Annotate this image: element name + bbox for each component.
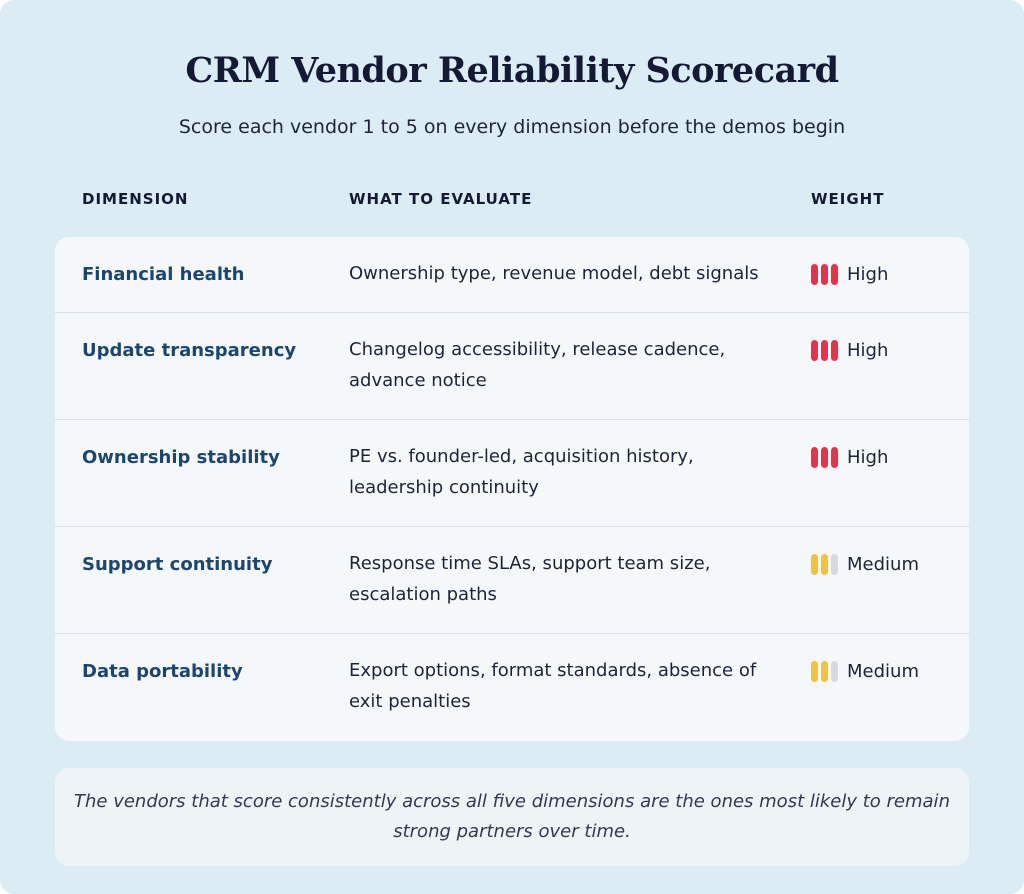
weight-indicator: High bbox=[811, 264, 888, 285]
dimension-name: Data portability bbox=[82, 661, 243, 682]
weight-indicator: High bbox=[811, 447, 888, 468]
evaluate-text: Response time SLAs, support team size, e… bbox=[349, 553, 711, 605]
weight-bar-filled bbox=[821, 554, 828, 575]
weight-bar-filled bbox=[831, 447, 838, 468]
evaluate-text: Changelog accessibility, release cadence… bbox=[349, 339, 726, 391]
weight-bar-filled bbox=[811, 661, 818, 682]
weight-bar-filled bbox=[811, 554, 818, 575]
weight-bar-filled bbox=[811, 340, 818, 361]
table-row: Update transparency Changelog accessibil… bbox=[55, 313, 969, 420]
weight-indicator: Medium bbox=[811, 554, 919, 575]
weight-bars-icon bbox=[811, 340, 838, 361]
evaluate-text: PE vs. founder-led, acquisition history,… bbox=[349, 446, 694, 498]
column-header-weight: WEIGHT bbox=[811, 190, 885, 208]
page-title: CRM Vendor Reliability Scorecard bbox=[185, 50, 839, 91]
weight-bar-filled bbox=[821, 661, 828, 682]
dimension-name: Support continuity bbox=[82, 554, 273, 575]
table-row: Financial health Ownership type, revenue… bbox=[55, 237, 969, 313]
table-row: Ownership stability PE vs. founder-led, … bbox=[55, 420, 969, 527]
weight-bar-filled bbox=[831, 264, 838, 285]
weight-bars-icon bbox=[811, 264, 838, 285]
footer-note: The vendors that score consistently acro… bbox=[55, 768, 969, 866]
column-header-dimension: DIMENSION bbox=[82, 190, 189, 208]
weight-label: Medium bbox=[847, 661, 919, 682]
weight-label: Medium bbox=[847, 554, 919, 575]
table-row: Support continuity Response time SLAs, s… bbox=[55, 527, 969, 634]
dimension-name: Ownership stability bbox=[82, 447, 280, 468]
weight-bars-icon bbox=[811, 447, 838, 468]
weight-bar-empty bbox=[831, 661, 838, 682]
weight-bar-filled bbox=[831, 340, 838, 361]
dimension-name: Financial health bbox=[82, 264, 245, 285]
weight-bar-filled bbox=[821, 447, 828, 468]
page-subtitle: Score each vendor 1 to 5 on every dimens… bbox=[178, 116, 846, 138]
column-header-evaluate: WHAT TO EVALUATE bbox=[349, 190, 533, 208]
weight-bars-icon bbox=[811, 554, 838, 575]
evaluate-text: Export options, format standards, absenc… bbox=[349, 660, 757, 712]
weight-label: High bbox=[847, 447, 889, 468]
weight-bar-filled bbox=[811, 447, 818, 468]
weight-label: High bbox=[847, 340, 889, 361]
weight-bars-icon bbox=[811, 661, 838, 682]
weight-bar-filled bbox=[821, 264, 828, 285]
weight-indicator: Medium bbox=[811, 661, 919, 682]
footer-note-text: The vendors that score consistently acro… bbox=[74, 791, 950, 842]
weight-bar-filled bbox=[811, 264, 818, 285]
weight-label: High bbox=[847, 264, 889, 285]
table-row: Data portability Export options, format … bbox=[55, 634, 969, 741]
evaluate-text: Ownership type, revenue model, debt sign… bbox=[349, 263, 759, 284]
dimension-name: Update transparency bbox=[82, 340, 297, 361]
weight-bar-filled bbox=[821, 340, 828, 361]
weight-bar-empty bbox=[831, 554, 838, 575]
weight-indicator: High bbox=[811, 340, 888, 361]
scorecard-table: Financial health Ownership type, revenue… bbox=[55, 237, 969, 741]
